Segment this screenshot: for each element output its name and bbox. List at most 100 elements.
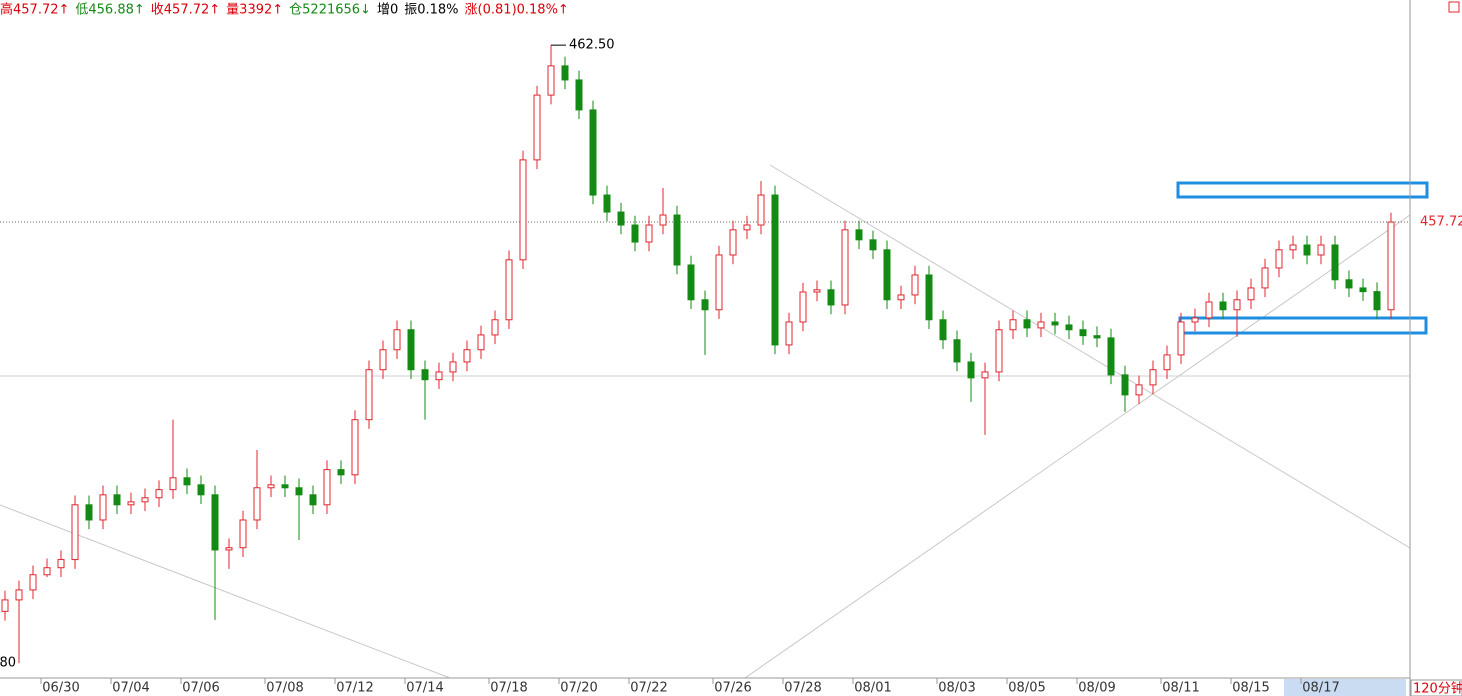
window-icon[interactable] <box>1448 1 1460 13</box>
candle-body <box>449 361 457 373</box>
candle-body <box>421 369 429 381</box>
candle-body <box>1359 287 1367 293</box>
low-label: 445.80 <box>0 656 16 671</box>
x-tick-label: 07/12 <box>336 681 373 696</box>
x-tick-label: 07/28 <box>784 681 821 696</box>
x-tick-label: 07/22 <box>630 681 667 696</box>
candle-body <box>827 289 835 306</box>
candle-body <box>43 567 51 576</box>
candle-body <box>771 194 779 346</box>
candle-body <box>169 477 177 491</box>
candle-body <box>351 419 359 476</box>
candle-body <box>995 329 1003 373</box>
candle-body <box>1149 369 1157 386</box>
candle-body <box>477 334 485 351</box>
candle-body <box>99 494 107 521</box>
candle-body <box>855 229 863 241</box>
candle-body <box>645 224 653 243</box>
info-bar: 高457.72↑ 低456.88↑ 收457.72↑ 量3392↑ 仓5221656↓ 增… <box>0 2 569 18</box>
candle-body <box>715 254 723 311</box>
candle-body <box>1247 287 1255 301</box>
candle-body <box>1163 354 1171 371</box>
candle-body <box>1303 244 1311 256</box>
candle-body <box>533 94 541 161</box>
candle-body <box>1051 321 1059 326</box>
x-tick-label: 08/09 <box>1078 681 1115 696</box>
x-tick-label: 07/18 <box>490 681 527 696</box>
candle-body <box>1191 317 1199 323</box>
candle-body <box>407 329 415 371</box>
x-tick-label: 06/30 <box>42 681 79 696</box>
trend-line <box>769 164 1411 549</box>
candle-body <box>57 559 65 569</box>
candle-body <box>127 501 135 506</box>
candle-body <box>757 194 765 226</box>
candle-body <box>687 264 695 301</box>
candle-body <box>1373 291 1381 311</box>
candle-body <box>225 547 233 551</box>
candle-body <box>869 239 877 251</box>
candle-body <box>617 211 625 226</box>
info-item: 收457.72↑ <box>151 3 220 18</box>
candle-body <box>155 489 163 499</box>
timeframe-box[interactable] <box>1410 679 1462 696</box>
candle-body <box>85 504 93 521</box>
info-item: 高457.72↑ <box>0 2 69 18</box>
candle-body <box>701 299 709 311</box>
candle-body <box>71 504 79 561</box>
candle-body <box>1023 319 1031 329</box>
x-tick-label: 07/08 <box>266 681 303 696</box>
info-item: 涨(0.81)0.18%↑ <box>465 3 569 18</box>
x-tick-label: 08/05 <box>1008 681 1045 696</box>
candle-body <box>1093 335 1101 339</box>
candle-body <box>519 159 527 261</box>
candle-body <box>673 214 681 266</box>
candle-body <box>1205 301 1213 319</box>
candle-body <box>1037 321 1045 329</box>
x-tick-label: 07/06 <box>182 681 219 696</box>
info-item: 低456.88↑ <box>75 3 144 18</box>
candle-body <box>911 274 919 296</box>
x-tick-label: 07/20 <box>560 681 597 696</box>
candle-body <box>1331 244 1339 281</box>
candle-body <box>323 469 331 506</box>
x-tick-label: 07/14 <box>406 681 443 696</box>
candle-body <box>1289 244 1297 251</box>
x-tick-label: 08/17 <box>1302 681 1339 696</box>
candle-body <box>1233 299 1241 311</box>
x-tick-label: 07/26 <box>714 681 751 696</box>
candle-body <box>309 494 317 506</box>
timeframe[interactable]: 120分钟 <box>1413 681 1462 696</box>
candle-body <box>239 519 247 549</box>
x-tick-label: 08/15 <box>1232 681 1269 696</box>
candle-body <box>575 79 583 111</box>
last-price-label: 457.72 <box>1420 215 1462 230</box>
candle-body <box>1135 384 1143 396</box>
candle-body <box>1079 329 1087 337</box>
candle-body <box>799 291 807 323</box>
info-item: 振0.18% <box>404 3 458 18</box>
trend-line <box>744 214 1411 679</box>
candle-body <box>589 109 597 196</box>
candle-body <box>1345 279 1353 289</box>
candle-body <box>925 274 933 321</box>
candle-body <box>435 371 443 381</box>
candle-body <box>491 319 499 336</box>
candle-body <box>1219 301 1227 311</box>
candle-body <box>813 289 821 293</box>
candle-body <box>841 229 849 306</box>
candle-body <box>1387 221 1395 311</box>
candle-body <box>15 589 23 601</box>
candle-body <box>379 349 387 371</box>
candle-body <box>1317 244 1325 256</box>
candle-body <box>393 329 401 351</box>
candle-body <box>1107 337 1115 376</box>
candle-body <box>1275 249 1283 269</box>
candle-body <box>211 494 219 551</box>
candle-body <box>197 484 205 496</box>
date-highlight <box>1284 679 1406 696</box>
x-tick-label: 07/04 <box>112 681 149 696</box>
